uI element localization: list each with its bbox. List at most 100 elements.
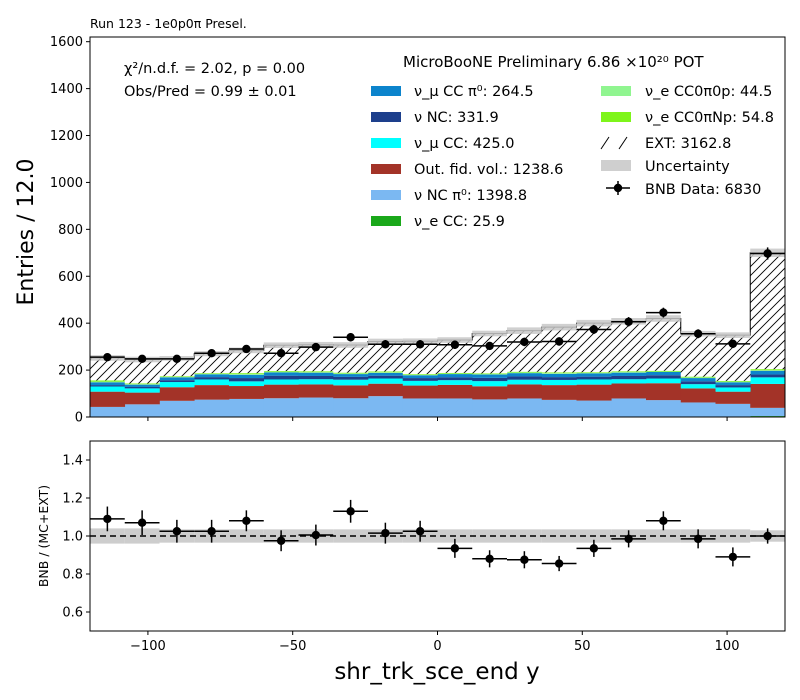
stack-bar-7-1 [124,383,160,385]
ratio-point-17 [693,534,703,544]
stack-bar-3-6 [298,379,334,385]
ratio-x-tick-label-0: −100 [130,639,166,654]
stack-bar-3-19 [750,377,785,384]
stack-bar-4-1 [124,386,160,389]
ratio-point-6 [311,530,321,540]
uncertainty-box-11 [472,330,507,337]
main-y-tick-label-3: 600 [58,270,83,285]
ratio-band-box-4 [229,529,264,543]
stack-bar-4-10 [437,377,473,381]
ratio-point-2 [172,527,182,536]
stack-bar-5-4 [229,374,265,379]
ratio-point-8 [381,528,390,538]
uncertainty-box-7 [333,342,368,348]
stack-bar-8-7 [333,344,369,373]
legend-swatch-uncertainty [601,160,631,171]
data-point-5 [276,348,286,358]
legend-swatch-left-0 [371,86,401,96]
stack-bar-1-7 [333,398,369,417]
legend-label-left-0: ν_μ CC π⁰: 264.5 [414,84,534,100]
stack-bar-5-6 [298,372,334,376]
ratio-band-box-13 [541,529,577,543]
data-point-11 [485,341,494,351]
main-y-axis-label: Entries / 12.0 [14,158,39,305]
stack-bar-3-7 [333,379,369,386]
uncertainty-box-10 [437,337,473,343]
stack-bar-6-13 [541,373,577,374]
ratio-y-tick-label-2: 1.0 [62,530,83,545]
ratio-x-tick-label-4: 100 [715,639,740,654]
stack-bar-6-5 [263,371,299,373]
ratio-y-tick-label-0: 0.6 [62,606,83,621]
stats-line-obs-pred: Obs/Pred = 0.99 ± 0.01 [124,84,297,100]
stack-bar-8-0 [90,357,126,381]
stack-bar-3-5 [263,379,299,385]
stack-bar-3-14 [576,379,612,385]
stack-bar-5-0 [90,382,126,386]
stack-bar-3-15 [611,379,647,384]
stack-bar-3-4 [229,381,265,387]
data-point-7 [346,333,355,342]
stack-bar-1-0 [90,406,126,417]
stack-bar-1-15 [611,398,647,417]
stack-bar-6-0 [90,381,126,383]
ratio-point-15 [624,534,633,544]
stack-bar-2-12 [507,384,543,399]
main-y-tick-label-6: 1200 [50,129,83,144]
data-point-18 [728,339,738,349]
stack-bar-7-18 [715,380,751,382]
stack-series-3 [90,377,785,393]
stack-bar-2-6 [298,384,334,398]
stack-bar-6-15 [611,371,647,373]
stack-bar-7-16 [646,370,682,372]
ratio-point-4 [242,516,251,525]
legend-label-data: BNB Data: 6830 [645,182,761,198]
ratio-x-tick-label-2: 0 [433,639,441,654]
data-point-17 [693,329,703,338]
stack-bar-7-6 [298,371,334,373]
stack-bar-4-11 [472,377,508,382]
stack-bar-7-4 [229,373,265,375]
legend-swatch-right-1 [601,112,631,122]
stack-bar-2-10 [437,384,473,399]
legend-label-left-1: ν NC: 331.9 [414,110,499,126]
stack-bar-8-12 [507,330,543,372]
stack-bar-7-14 [576,372,612,373]
stack-bar-6-4 [229,374,265,375]
main-y-tick-label-8: 1600 [50,35,83,50]
stack-bar-5-15 [611,372,647,376]
legend-swatch-left-2 [371,138,401,148]
stack-bar-5-7 [333,374,369,377]
stack-bar-2-3 [194,385,230,400]
stats-line-chi2: χ²/n.d.f. = 2.02, p = 0.00 [124,61,305,77]
stack-series-4 [90,374,785,389]
stack-bar-3-8 [368,378,404,384]
main-y-tick-label-2: 400 [58,317,83,332]
stack-bar-7-13 [541,372,577,374]
data-points [90,247,785,364]
stack-bar-3-16 [646,378,682,384]
ratio-point-16 [659,516,668,525]
stack-bar-7-15 [611,371,647,372]
ratio-point-19 [763,531,772,541]
chart-title: MicroBooNE Preliminary 6.86 ×10²⁰ POT [403,53,704,71]
ratio-y-tick-label-3: 1.2 [62,492,83,507]
stack-bar-2-19 [750,383,785,408]
stack-bar-4-4 [229,378,265,382]
uncertainty-box-18 [715,332,751,338]
stack-bar-3-1 [124,388,160,393]
stack-bar-3-3 [194,379,230,386]
stack-bar-6-8 [368,372,404,373]
stack-bar-2-2 [159,387,195,401]
stack-bar-8-13 [541,327,577,373]
stack-bar-1-12 [507,398,543,417]
ratio-x-tick-label-1: −50 [279,639,306,654]
data-point-2 [172,354,182,364]
stack-bar-7-3 [194,373,230,374]
legend-swatch-right-0 [601,86,631,96]
stack-bar-5-11 [472,374,508,378]
stack-bar-1-13 [541,399,577,417]
stack-bar-3-11 [472,381,508,387]
stack-bar-2-16 [646,383,682,401]
stack-bar-2-13 [541,385,577,400]
